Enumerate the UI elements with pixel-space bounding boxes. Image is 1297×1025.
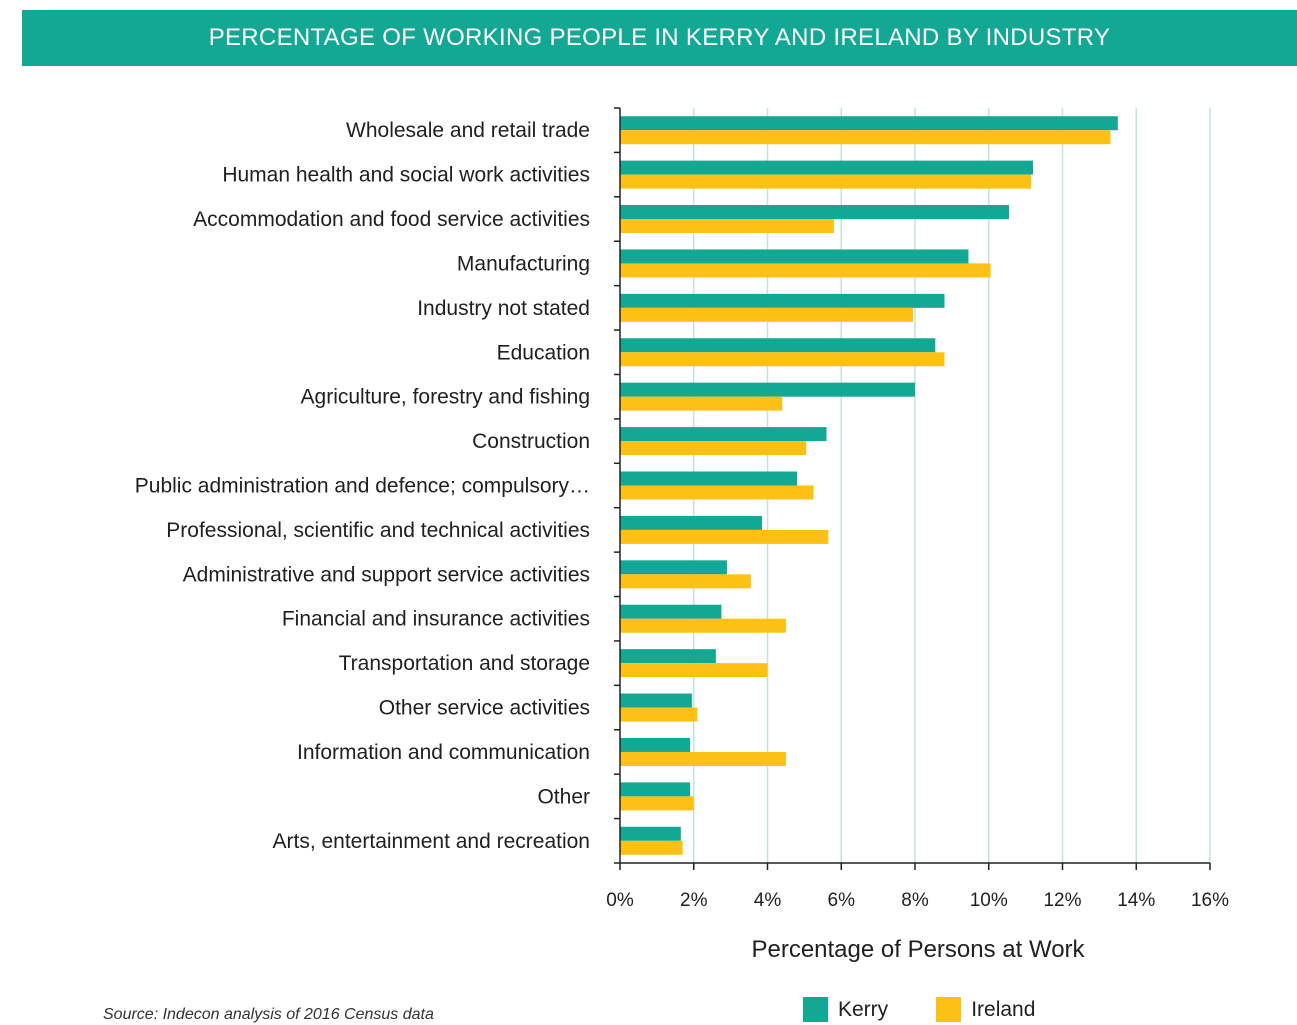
- bar-kerry: [620, 293, 945, 308]
- bar-ireland: [620, 307, 914, 322]
- bar-ireland: [620, 751, 786, 766]
- bar-group: [620, 116, 1118, 145]
- category-label: Manufacturing: [457, 252, 590, 275]
- bar-ireland: [620, 663, 768, 678]
- chart-title: PERCENTAGE OF WORKING PEOPLE IN KERRY AN…: [208, 24, 1111, 51]
- category-label: Other: [537, 785, 590, 808]
- x-tick-label: 2%: [680, 890, 708, 911]
- bar-kerry: [620, 249, 969, 264]
- chart-title-banner: PERCENTAGE OF WORKING PEOPLE IN KERRY AN…: [22, 10, 1297, 66]
- category-label: Information and communication: [297, 741, 590, 764]
- bar-kerry: [620, 560, 727, 575]
- bar-kerry: [620, 427, 827, 442]
- category-label: Financial and insurance activities: [282, 608, 590, 631]
- bar-kerry: [620, 205, 1010, 220]
- bar-ireland: [620, 441, 807, 456]
- category-label: Professional, scientific and technical a…: [166, 519, 590, 542]
- category-label: Education: [497, 341, 590, 364]
- bar-ireland: [620, 130, 1111, 145]
- legend-item-ireland: Ireland: [936, 997, 1035, 1022]
- category-label: Administrative and support service activ…: [183, 563, 590, 586]
- legend-label-ireland: Ireland: [971, 997, 1036, 1021]
- category-label: Agriculture, forestry and fishing: [301, 386, 590, 409]
- legend-swatch-kerry: [803, 997, 828, 1022]
- bar-chart: Wholesale and retail trade Human health a…: [135, 107, 1229, 963]
- bar-ireland: [620, 840, 683, 855]
- bar-group: [620, 471, 814, 500]
- x-tick-label: 10%: [970, 890, 1008, 911]
- grid-lines: [693, 108, 1211, 863]
- x-tick-label: 14%: [1117, 890, 1155, 911]
- bar-group: [620, 737, 786, 766]
- legend-item-kerry: Kerry: [803, 997, 888, 1022]
- bar-kerry: [620, 782, 691, 797]
- bar-ireland: [620, 485, 814, 500]
- category-label: Human health and social work activities: [222, 164, 590, 187]
- bar-ireland: [620, 352, 945, 367]
- legend-swatch-ireland: [936, 997, 962, 1022]
- bar-group: [620, 160, 1033, 189]
- bar-kerry: [620, 160, 1033, 175]
- bar-kerry: [620, 515, 762, 530]
- bar-ireland: [620, 396, 783, 411]
- bar-ireland: [620, 174, 1032, 189]
- bar-group: [620, 205, 1010, 234]
- legend-label-kerry: Kerry: [838, 997, 889, 1021]
- category-label: Public administration and defence; compu…: [135, 475, 590, 498]
- bar-group: [620, 427, 827, 456]
- bar-ireland: [620, 574, 751, 589]
- bar-group: [620, 693, 698, 722]
- category-label: Construction: [472, 430, 590, 453]
- bar-kerry: [620, 382, 915, 397]
- bar-group: [620, 826, 683, 855]
- category-labels: Wholesale and retail trade Human health a…: [135, 119, 590, 853]
- x-tick-label: 12%: [1043, 890, 1081, 911]
- category-label: Wholesale and retail trade: [346, 119, 590, 142]
- bar-kerry: [620, 693, 692, 708]
- bar-group: [620, 382, 915, 411]
- bar-kerry: [620, 338, 936, 353]
- bar-kerry: [620, 471, 797, 486]
- category-label: Accommodation and food service activitie…: [193, 208, 590, 231]
- bar-kerry: [620, 737, 691, 752]
- bar-groups: [620, 116, 1118, 855]
- bar-group: [620, 293, 945, 322]
- x-tick-label: 8%: [901, 890, 929, 911]
- x-tick-label: 0%: [606, 890, 634, 911]
- bar-group: [620, 515, 829, 544]
- bar-group: [620, 604, 786, 633]
- bar-group: [620, 782, 694, 811]
- axes: [614, 107, 1211, 870]
- x-tick-label: 6%: [828, 890, 856, 911]
- legend: Kerry Ireland: [803, 997, 1083, 1022]
- bar-ireland: [620, 263, 991, 278]
- bar-ireland: [620, 219, 834, 234]
- bar-kerry: [620, 826, 681, 841]
- bar-ireland: [620, 796, 694, 811]
- bar-kerry: [620, 649, 716, 664]
- bar-group: [620, 649, 768, 678]
- x-tick-label: 4%: [754, 890, 782, 911]
- category-label: Transportation and storage: [339, 652, 590, 675]
- bar-group: [620, 338, 945, 367]
- x-tick-label: 16%: [1191, 890, 1229, 911]
- source-note: Source: Indecon analysis of 2016 Census …: [103, 1006, 434, 1023]
- bar-group: [620, 249, 991, 278]
- bar-group: [620, 560, 751, 589]
- bar-kerry: [620, 116, 1118, 131]
- category-label: Arts, entertainment and recreation: [272, 830, 590, 853]
- bar-ireland: [620, 529, 829, 544]
- bar-ireland: [620, 707, 698, 722]
- x-axis-title: Percentage of Persons at Work: [751, 936, 1085, 963]
- bar-kerry: [620, 604, 722, 619]
- category-label: Industry not stated: [417, 297, 590, 320]
- category-label: Other service activities: [379, 697, 590, 720]
- x-tick-labels: 0% 2% 4% 6% 8% 10% 12% 14% 16%: [606, 890, 1229, 911]
- bar-ireland: [620, 618, 786, 633]
